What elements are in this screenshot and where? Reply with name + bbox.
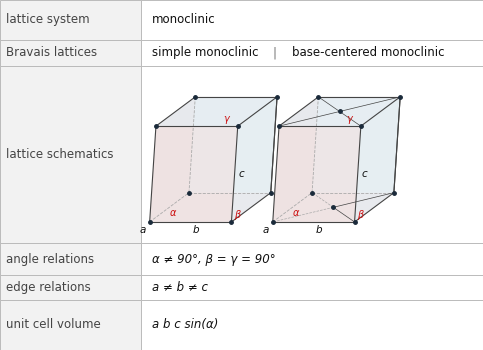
- Bar: [0, 66, 141, 243]
- Text: a b c sin(α): a b c sin(α): [152, 318, 218, 331]
- Text: simple monoclinic: simple monoclinic: [152, 46, 258, 60]
- Text: unit cell volume: unit cell volume: [6, 318, 100, 331]
- Bar: [141, 40, 483, 66]
- Bar: [141, 243, 483, 275]
- Text: α: α: [293, 208, 299, 218]
- Text: a ≠ b ≠ c: a ≠ b ≠ c: [152, 281, 208, 294]
- Polygon shape: [150, 126, 238, 222]
- Text: b: b: [315, 225, 322, 236]
- Polygon shape: [150, 193, 271, 222]
- Polygon shape: [273, 193, 394, 222]
- Text: γ: γ: [346, 114, 352, 124]
- Text: base-centered monoclinic: base-centered monoclinic: [292, 46, 444, 60]
- Text: edge relations: edge relations: [6, 281, 90, 294]
- Bar: [141, 300, 483, 350]
- Bar: [141, 0, 483, 40]
- Text: monoclinic: monoclinic: [152, 13, 215, 27]
- Bar: [0, 275, 141, 300]
- Bar: [0, 0, 141, 40]
- Text: b: b: [192, 225, 199, 236]
- Polygon shape: [231, 97, 277, 222]
- Text: lattice system: lattice system: [6, 13, 89, 27]
- Text: |: |: [273, 46, 277, 60]
- Polygon shape: [150, 97, 195, 222]
- Bar: [0, 300, 141, 350]
- Polygon shape: [189, 97, 277, 193]
- Polygon shape: [355, 97, 400, 222]
- Bar: [0, 40, 141, 66]
- Polygon shape: [273, 126, 361, 222]
- Text: c: c: [362, 169, 367, 179]
- Bar: [141, 275, 483, 300]
- Polygon shape: [273, 97, 318, 222]
- Text: Bravais lattices: Bravais lattices: [6, 46, 97, 60]
- Bar: [0, 243, 141, 275]
- Polygon shape: [279, 97, 400, 126]
- Bar: [141, 66, 483, 243]
- Text: c: c: [239, 169, 244, 179]
- Text: α ≠ 90°, β = γ = 90°: α ≠ 90°, β = γ = 90°: [152, 252, 275, 266]
- Text: α: α: [170, 208, 176, 218]
- Polygon shape: [312, 97, 400, 193]
- Polygon shape: [156, 97, 277, 126]
- Text: angle relations: angle relations: [6, 252, 94, 266]
- Text: γ: γ: [223, 114, 229, 124]
- Text: a: a: [263, 225, 269, 235]
- Text: β: β: [357, 210, 363, 220]
- Text: β: β: [234, 210, 240, 220]
- Text: lattice schematics: lattice schematics: [6, 148, 114, 161]
- Text: a: a: [140, 225, 146, 235]
